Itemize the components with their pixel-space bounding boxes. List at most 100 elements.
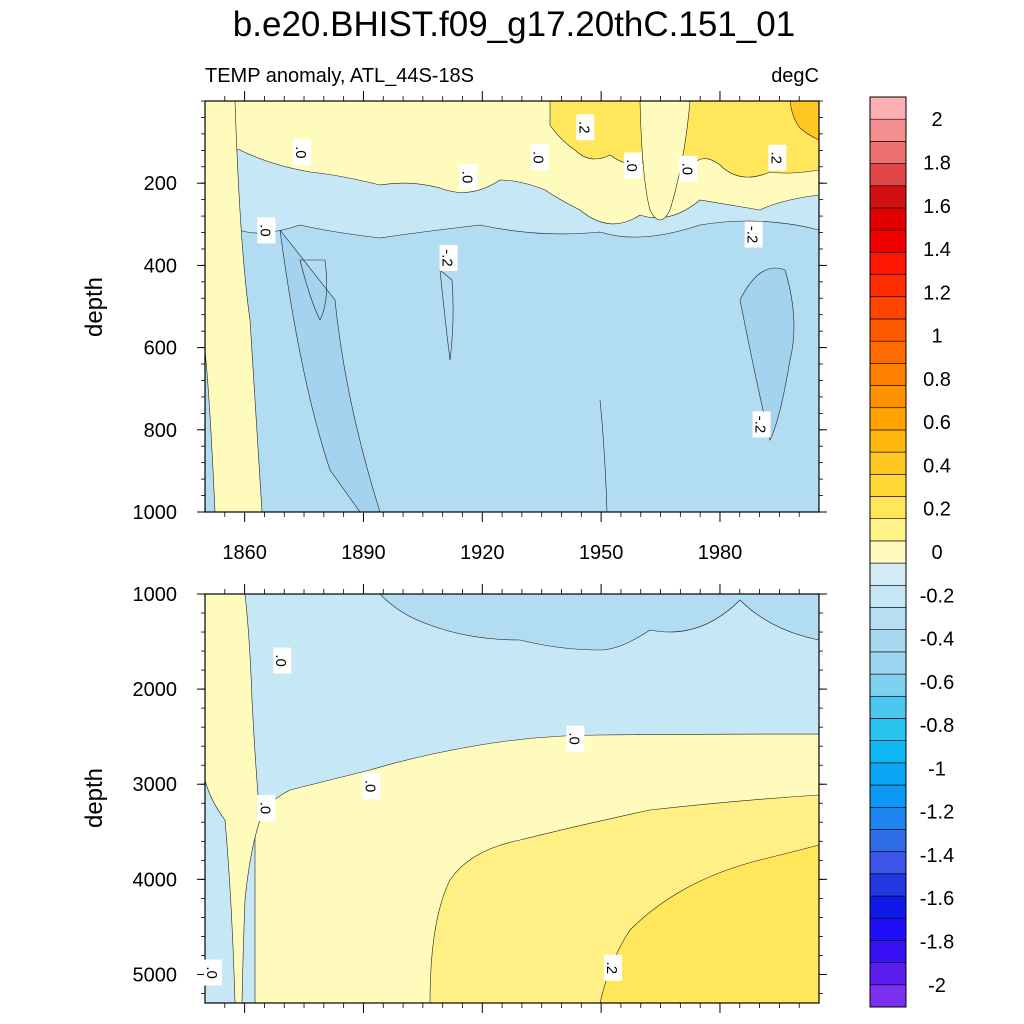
contour-label-text: .0 <box>458 171 475 184</box>
colorbar-swatch <box>869 207 907 231</box>
units-label: degC <box>771 65 819 87</box>
contour-label-text: .0 <box>361 780 378 793</box>
bottom-panel: 1000 2000 3000 4000 5000 .0 .0 .0 .0 .0 .2 <box>133 584 827 1013</box>
colorbar-swatch <box>869 629 907 653</box>
contour-label: -.2 <box>744 221 763 248</box>
colorbar-tick-label: 1 <box>931 326 942 348</box>
contour-label-text: .0 <box>530 151 547 164</box>
contour-label-box <box>257 217 276 244</box>
contour-label-box <box>362 773 381 800</box>
top-deep-band <box>279 228 381 512</box>
colorbar-swatch <box>869 584 907 608</box>
colorbar-tick-label: 2 <box>931 109 942 131</box>
contour-label: .0 <box>256 217 276 244</box>
colorbar-swatch <box>869 296 907 320</box>
colorbar-swatch <box>869 252 907 275</box>
contour-label-box <box>566 725 585 752</box>
contour-label: .0 <box>256 795 276 822</box>
contour-label-text: .0 <box>256 802 273 815</box>
figure-title: b.e20.BHIST.f09_g17.20thC.151_01 <box>233 5 795 44</box>
contour-label-box <box>768 144 787 171</box>
colorbar-swatch <box>869 673 907 697</box>
contour-label-text: -.2 <box>752 416 769 434</box>
colorbar-tick-label: -1.4 <box>920 845 954 867</box>
contour-label-box <box>752 411 771 438</box>
top-frame <box>204 100 820 513</box>
colorbar-tick-label: 1.4 <box>923 239 951 261</box>
colorbar-tick-label: 1.2 <box>923 282 951 304</box>
colorbar: -2 -1.8 -1.6 -1.4 -1.2 -1 -0.8 -0.6 -0.4 -0.2 0 0.2… <box>869 96 954 1008</box>
contour-label: .0 <box>203 959 222 986</box>
bottom-y-tick-label: 3000 <box>133 774 178 796</box>
colorbar-tick-label: -0.4 <box>920 629 954 651</box>
x-tick-label: 1860 <box>222 542 267 564</box>
contour-label: .0 <box>361 773 381 800</box>
colorbar-tick-label: 0.8 <box>923 369 951 391</box>
bottom-left-warm-strip <box>205 594 261 1003</box>
contour-label-box <box>293 139 312 166</box>
colorbar-swatch <box>869 340 907 364</box>
contour-label-text: .0 <box>292 146 309 159</box>
contour-label: .2 <box>767 144 787 171</box>
contour-label-text: .0 <box>678 163 695 176</box>
colorbar-swatch <box>869 917 907 941</box>
contour-label-box <box>744 221 763 248</box>
colorbar-swatch <box>869 607 907 630</box>
colorbar-swatch <box>869 784 907 808</box>
colorbar-swatch <box>869 895 907 919</box>
colorbar-tick-label: -1 <box>928 758 946 780</box>
colorbar-swatch <box>869 851 907 875</box>
bottom-upper-cool <box>379 594 819 651</box>
contour-label-box <box>530 144 549 171</box>
colorbar-swatch <box>869 229 907 253</box>
top-right-warm-strip <box>639 101 691 221</box>
colorbar-swatch <box>869 651 907 675</box>
contour-label-box <box>257 795 276 822</box>
contour-label-text: .0 <box>565 732 582 745</box>
contour-label-text: -.2 <box>744 226 761 244</box>
top-y-tick-label: 400 <box>144 255 177 277</box>
colorbar-tick-label: -1.6 <box>920 888 954 910</box>
colorbar-frame <box>869 96 907 1008</box>
top-y-tick-label: 200 <box>144 173 177 195</box>
x-tick-label: 1920 <box>460 542 505 564</box>
bottom-frame <box>204 593 820 1004</box>
colorbar-tick-label: 0 <box>931 542 942 564</box>
colorbar-swatch <box>869 806 907 830</box>
contour-label-box <box>576 114 595 141</box>
colorbar-swatch <box>869 429 907 453</box>
colorbar-swatch <box>869 385 907 409</box>
colorbar-tick-label: 0.4 <box>923 455 951 477</box>
contour-label: -.2 <box>752 411 771 438</box>
top-contour-line <box>299 259 608 512</box>
colorbar-swatch <box>869 274 907 298</box>
variable-label: TEMP anomaly, ATL_44S-18S <box>205 65 474 87</box>
contour-label-box <box>203 959 222 986</box>
contour-label: .0 <box>292 139 312 166</box>
top-cool-patch <box>739 267 795 441</box>
contour-label: .0 <box>623 152 642 179</box>
top-y-axis-label: depth <box>81 277 108 337</box>
colorbar-swatch <box>869 451 907 475</box>
top-y-tick-label: 600 <box>144 338 177 360</box>
contour-label-text: .0 <box>256 224 273 237</box>
top-left-warm-strip <box>205 101 263 512</box>
colorbar-tick-label: -2 <box>928 975 946 997</box>
contour-label: -.2 <box>439 245 458 272</box>
contour-label: .0 <box>272 647 292 674</box>
colorbar-tick-label: 1.6 <box>923 196 951 218</box>
contour-label: .0 <box>565 725 585 752</box>
contour-label-box <box>604 954 623 981</box>
colorbar-swatch <box>869 740 907 764</box>
contour-label: .0 <box>678 155 698 182</box>
top-contour-labels: .0 .0 .0 .0 .2 .0 .0 .2 -.2 -.2 -.2 <box>256 114 787 438</box>
contour-label: .2 <box>603 954 623 981</box>
colorbar-swatch <box>869 829 907 852</box>
colorbar-swatch <box>869 940 907 963</box>
top-y-tick-label: 1000 <box>133 502 178 524</box>
top-y-tick-label: 800 <box>144 420 177 442</box>
colorbar-swatch <box>869 540 907 564</box>
bottom-ticks: 1000 2000 3000 4000 5000 <box>133 584 827 1013</box>
colorbar-swatch <box>869 96 907 120</box>
